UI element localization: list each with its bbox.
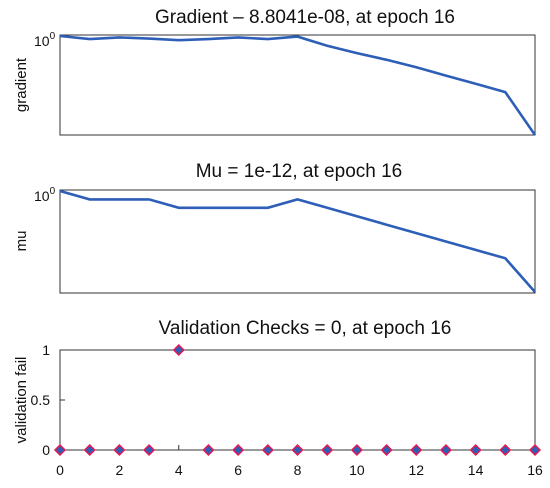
validation-xtick-label: 12 <box>409 462 425 478</box>
mu-title: Mu = 1e-12, at epoch 16 <box>196 161 403 182</box>
validation-axes-box <box>60 350 535 450</box>
validation-xtick-label: 0 <box>56 462 64 478</box>
mu-ylabel: mu <box>13 231 30 252</box>
validation-ytick-label: 1 <box>42 342 50 358</box>
mu-panel: Mu = 1e-12, at epoch 16 100 mu <box>13 161 535 293</box>
gradient-ytick-label: 100 <box>34 31 56 49</box>
validation-title: Validation Checks = 0, at epoch 16 <box>159 318 452 339</box>
gradient-axes-box <box>60 35 535 135</box>
mu-axes-box <box>60 190 535 293</box>
validation-ytick-label: 0.5 <box>31 392 51 408</box>
validation-xtick-label: 2 <box>116 462 124 478</box>
gradient-title: Gradient – 8.8041e-08, at epoch 16 <box>155 7 455 28</box>
validation-ytick-label: 0 <box>42 442 50 458</box>
validation-ylabel: validation fail <box>13 357 30 444</box>
validation-xtick-label: 4 <box>175 462 183 478</box>
gradient-ylabel: gradient <box>13 57 30 112</box>
validation-xtick-label: 16 <box>527 462 543 478</box>
validation-xtick-label: 8 <box>294 462 302 478</box>
validation-xtick-label: 6 <box>234 462 242 478</box>
gradient-panel: Gradient – 8.8041e-08, at epoch 16 100 g… <box>13 7 535 135</box>
mu-ytick-label: 100 <box>34 186 56 204</box>
validation-xtick-label: 14 <box>468 462 484 478</box>
validation-panel: Validation Checks = 0, at epoch 16 valid… <box>13 318 543 478</box>
validation-xtick-label: 10 <box>349 462 365 478</box>
